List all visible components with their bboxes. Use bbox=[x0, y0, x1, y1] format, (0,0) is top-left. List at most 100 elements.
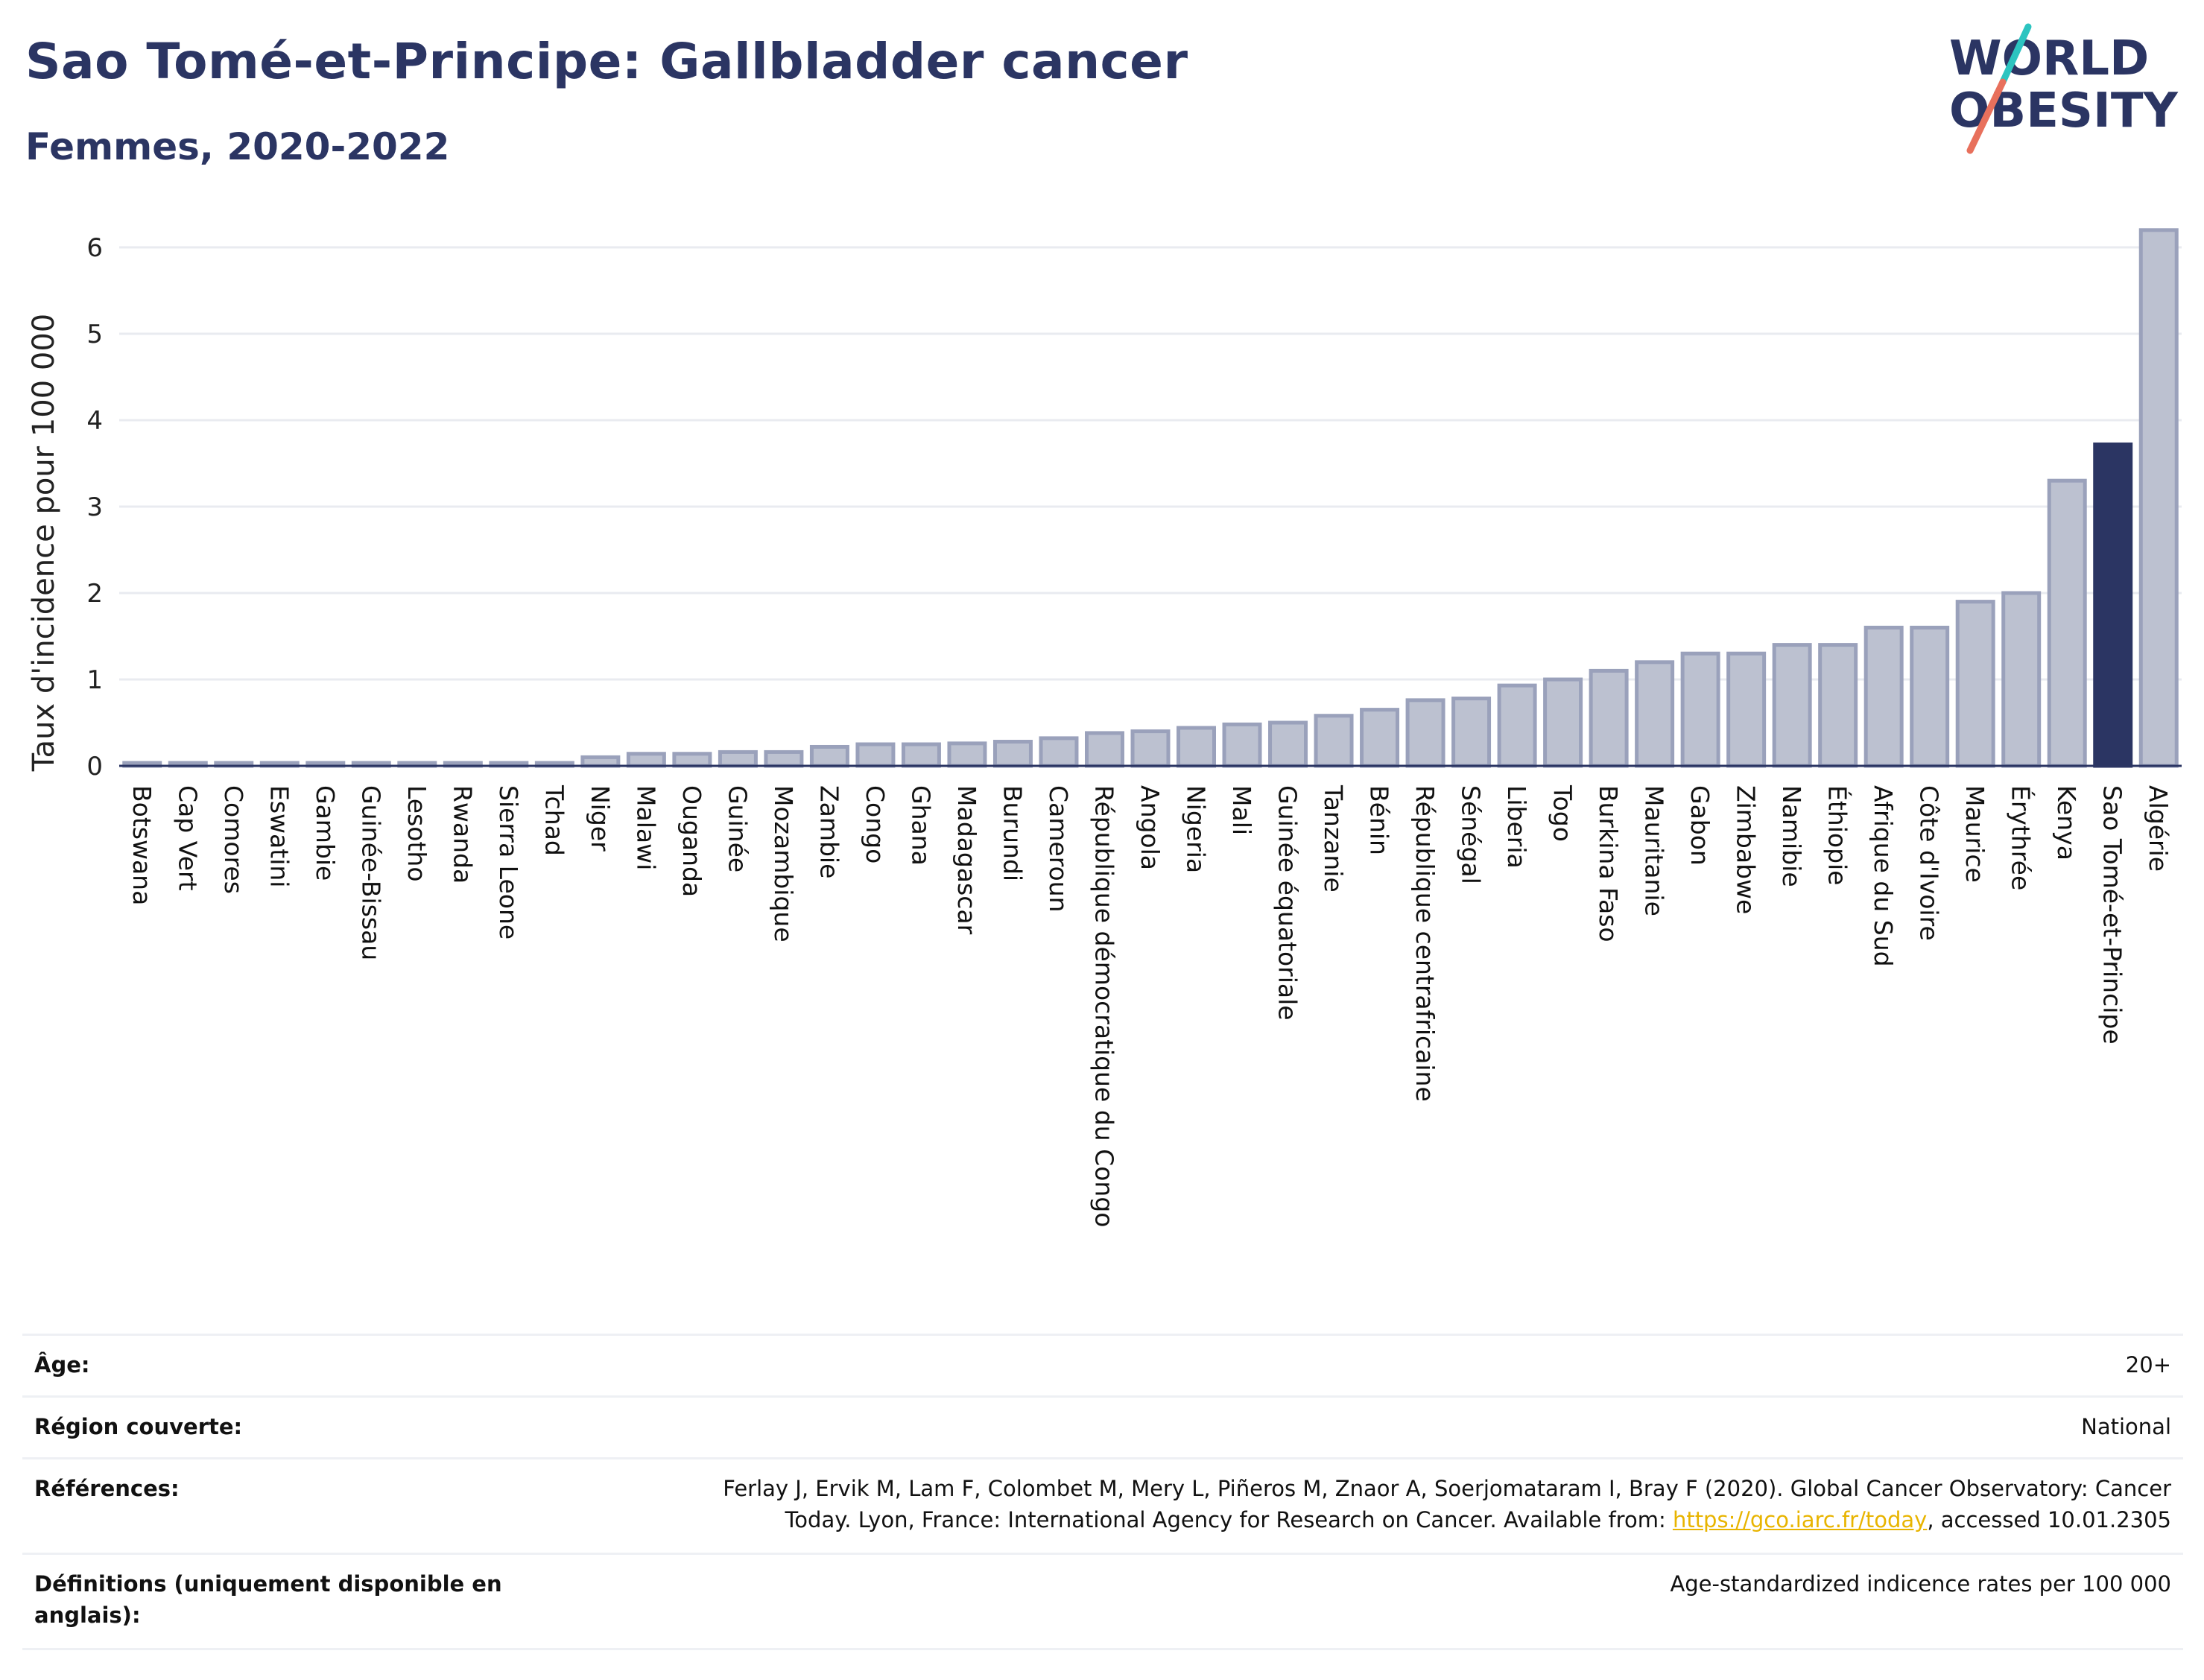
bar[interactable] bbox=[1497, 683, 1537, 768]
bar[interactable] bbox=[1314, 714, 1354, 768]
bar[interactable] bbox=[1130, 729, 1171, 768]
x-axis-labels: Botswana Cap Vert Comores Eswatini Gambie Gui… bbox=[127, 784, 2173, 1227]
logo-line1: WORLD bbox=[1949, 31, 2149, 86]
x-tick-label: Nigeria bbox=[1182, 785, 1211, 873]
x-tick-label: Burkina Faso bbox=[1594, 785, 1623, 942]
x-tick-label: République démocratique du Congo bbox=[1089, 785, 1118, 1227]
bar[interactable] bbox=[1222, 722, 1262, 768]
y-tick-label: 4 bbox=[86, 406, 103, 436]
bar[interactable] bbox=[1405, 698, 1445, 768]
x-tick-label: Bénin bbox=[1365, 785, 1394, 855]
bar[interactable] bbox=[1726, 651, 1767, 768]
x-tick-label: Eswatini bbox=[265, 785, 294, 887]
bar[interactable] bbox=[1910, 625, 1950, 768]
x-tick-label: Lesotho bbox=[402, 785, 431, 882]
world-obesity-logo: WORLD OBESITY bbox=[1949, 23, 2178, 154]
references-line2-pre: Today. Lyon, France: International Agenc… bbox=[785, 1507, 1673, 1532]
info-row-age: Âge: 20+ bbox=[22, 1334, 2183, 1395]
bar[interactable] bbox=[580, 755, 621, 768]
x-tick-label: Niger bbox=[586, 785, 615, 852]
info-value-definitions: Age-standardized indicence rates per 100… bbox=[1670, 1571, 2171, 1597]
bar[interactable] bbox=[718, 749, 758, 768]
y-tick-label: 3 bbox=[86, 492, 103, 522]
x-tick-label: Rwanda bbox=[448, 785, 477, 884]
x-tick-label: Cap Vert bbox=[173, 785, 202, 891]
y-tick-label: 0 bbox=[86, 752, 103, 782]
logo-line2: OBESITY bbox=[1949, 83, 2178, 139]
info-label-definitions: Définitions (uniquement disponible en an… bbox=[34, 1568, 502, 1631]
info-table: Âge: 20+ Région couverte: National Référ… bbox=[22, 1334, 2183, 1650]
x-tick-label: Gabon bbox=[1685, 785, 1714, 866]
page-subtitle: Femmes, 2020-2022 bbox=[25, 125, 450, 168]
definitions-label-line2: anglais): bbox=[34, 1603, 141, 1628]
bar[interactable] bbox=[672, 752, 712, 768]
x-tick-label: Éthiopie bbox=[1823, 785, 1853, 885]
x-tick-label: Mozambique bbox=[769, 785, 798, 942]
logo-slash-top bbox=[1999, 23, 2032, 86]
x-tick-label: Mali bbox=[1227, 785, 1256, 835]
x-tick-label: Liberia bbox=[1502, 785, 1531, 869]
bar[interactable] bbox=[2138, 228, 2179, 768]
x-tick-label: Guinée bbox=[723, 785, 752, 872]
y-axis-ticks: 0 1 2 3 4 5 6 bbox=[86, 233, 103, 782]
y-tick-label: 6 bbox=[86, 233, 103, 263]
page-title: Sao Tomé-et-Principe: Gallbladder cancer bbox=[25, 33, 1188, 90]
bar[interactable] bbox=[901, 742, 941, 768]
references-link[interactable]: https://gco.iarc.fr/today bbox=[1672, 1507, 1928, 1532]
x-tick-label: Ghana bbox=[906, 785, 935, 866]
bar[interactable] bbox=[1589, 668, 1629, 768]
x-tick-label: Togo bbox=[1548, 784, 1577, 842]
bar[interactable] bbox=[1772, 643, 1812, 768]
bar[interactable] bbox=[947, 741, 987, 768]
y-axis-label: Taux d'incidence pour 100 000 bbox=[27, 314, 61, 772]
info-label-references: Références: bbox=[34, 1476, 180, 1501]
references-line1: Ferlay J, Ervik M, Lam F, Colombet M, Me… bbox=[723, 1476, 2171, 1501]
incidence-bar-chart: 0 1 2 3 4 5 6 Botswana Cap Vert Comores Eswatini G… bbox=[27, 228, 2182, 1227]
x-tick-label: République centrafricaine bbox=[1410, 785, 1440, 1102]
bar[interactable] bbox=[2001, 591, 2042, 768]
x-tick-label: Tanzanie bbox=[1319, 784, 1348, 893]
bar[interactable] bbox=[626, 752, 666, 768]
x-tick-label: Cameroun bbox=[1044, 785, 1073, 913]
bar[interactable] bbox=[1680, 651, 1720, 768]
x-tick-label: Maurice bbox=[1960, 785, 1989, 883]
bar[interactable] bbox=[1451, 697, 1492, 768]
x-tick-label: Zimbabwe bbox=[1732, 785, 1761, 914]
bar[interactable] bbox=[992, 740, 1033, 768]
bar[interactable] bbox=[1955, 600, 1995, 768]
x-tick-label: Guinée équatoriale bbox=[1273, 785, 1302, 1021]
bar[interactable] bbox=[2093, 442, 2133, 768]
x-tick-label: Guinée-Bissau bbox=[356, 785, 385, 960]
bar[interactable] bbox=[1863, 625, 1904, 768]
bar[interactable] bbox=[1268, 720, 1308, 768]
x-tick-label: Algérie bbox=[2144, 785, 2173, 872]
bar[interactable] bbox=[1039, 736, 1079, 768]
info-value-references: Ferlay J, Ervik M, Lam F, Colombet M, Me… bbox=[723, 1473, 2171, 1535]
y-tick-label: 2 bbox=[86, 579, 103, 609]
bar[interactable] bbox=[764, 749, 804, 768]
bar[interactable] bbox=[809, 744, 849, 768]
bar[interactable] bbox=[1635, 660, 1675, 768]
bar[interactable] bbox=[1543, 677, 1583, 768]
bar[interactable] bbox=[1084, 731, 1124, 768]
info-row-region: Région couverte: National bbox=[22, 1395, 2183, 1457]
x-tick-label: Afrique du Sud bbox=[1869, 785, 1898, 967]
info-label-age: Âge: bbox=[34, 1352, 90, 1378]
bar[interactable] bbox=[1360, 708, 1400, 768]
x-tick-label: Kenya bbox=[2052, 785, 2081, 860]
x-tick-label: Sénégal bbox=[1457, 785, 1486, 884]
bar[interactable] bbox=[855, 742, 896, 768]
x-tick-label: Angola bbox=[1136, 785, 1165, 870]
bar[interactable] bbox=[1818, 643, 1858, 768]
bar[interactable] bbox=[1177, 726, 1217, 768]
bars bbox=[122, 228, 2179, 768]
references-line2: Today. Lyon, France: International Agenc… bbox=[723, 1504, 2171, 1535]
x-tick-label: Érythrée bbox=[2007, 785, 2036, 890]
y-tick-label: 1 bbox=[86, 665, 103, 695]
bar[interactable] bbox=[2047, 478, 2087, 768]
x-tick-label: Botswana bbox=[127, 785, 156, 905]
x-tick-label: Namibie bbox=[1777, 785, 1806, 887]
x-tick-label: Côte d'Ivoire bbox=[1915, 785, 1944, 941]
definitions-label-line1: Définitions (uniquement disponible en bbox=[34, 1571, 502, 1597]
x-tick-label: Sao Tomé-et-Principe bbox=[2098, 785, 2127, 1045]
